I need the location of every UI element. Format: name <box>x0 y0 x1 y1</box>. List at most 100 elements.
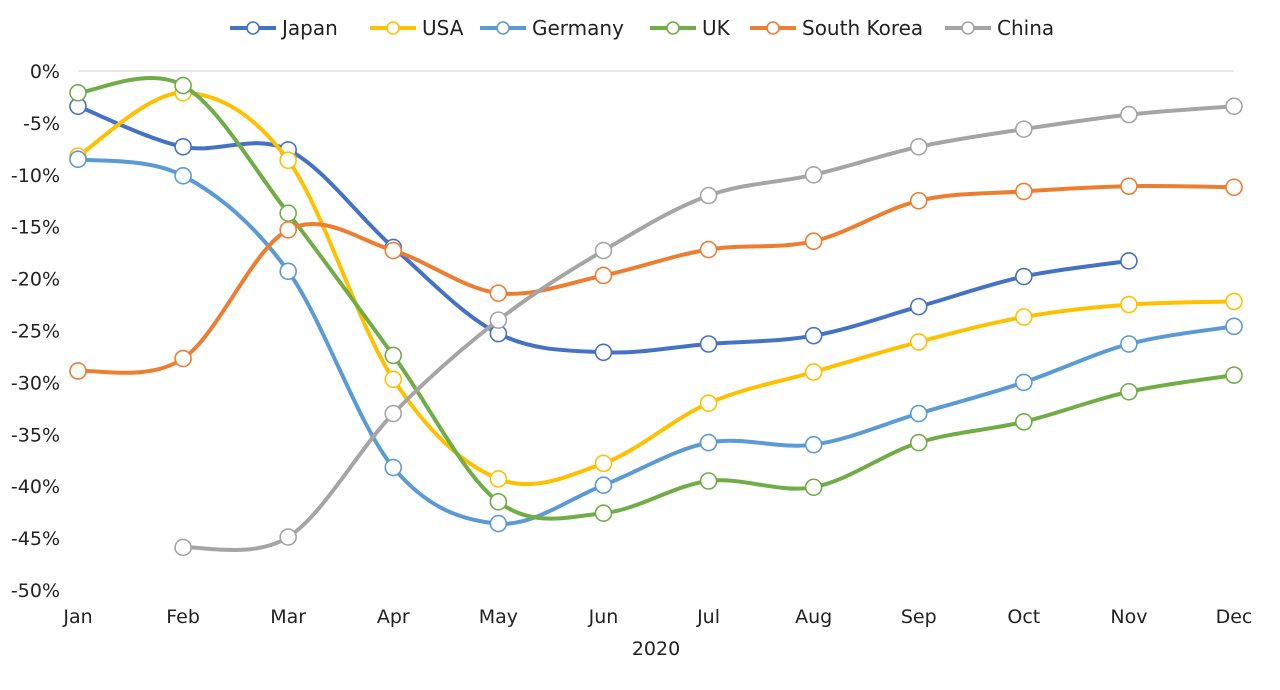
data-point-south-korea <box>384 241 403 260</box>
data-point-germany <box>909 404 928 423</box>
x-tick-label: Jun <box>588 606 619 628</box>
data-point-japan <box>1120 252 1138 270</box>
legend-swatch-marker <box>961 21 975 35</box>
data-point-usa <box>594 454 613 473</box>
y-tick-label: 0% <box>30 61 60 83</box>
legend-item-south-korea: South Korea <box>750 16 923 40</box>
data-point-germany <box>174 167 192 185</box>
data-point-germany <box>69 150 87 169</box>
y-tick-label: -15% <box>11 217 60 239</box>
data-point-germany <box>1015 373 1033 392</box>
y-tick-label: -30% <box>11 372 60 394</box>
data-point-south-korea <box>909 191 928 210</box>
data-point-south-korea <box>489 284 508 302</box>
legend-label: China <box>997 16 1054 40</box>
data-point-usa <box>279 151 297 170</box>
x-tick-label: Jan <box>62 606 92 628</box>
y-tick-label: -40% <box>11 476 60 498</box>
series-germany <box>69 150 1243 533</box>
data-point-germany <box>384 458 403 477</box>
y-axis: 0% -5% -10% -15% -20% -25% -30% -35% -40% -45% -50… <box>11 61 60 602</box>
x-axis-title: 2020 <box>632 638 680 660</box>
data-point-germany <box>1225 317 1243 336</box>
x-tick-label: Aug <box>795 606 832 628</box>
series-usa <box>69 83 1243 488</box>
legend-item-usa: USA <box>370 16 464 40</box>
data-point-usa <box>1225 292 1243 311</box>
x-tick-label: Nov <box>1110 606 1147 628</box>
legend-swatch-marker <box>386 21 400 35</box>
data-point-uk <box>1015 413 1033 431</box>
legend-swatch-marker <box>666 21 680 35</box>
y-tick-label: -50% <box>11 580 60 602</box>
legend: Japan USA Germany UK South Korea China <box>230 16 1054 40</box>
legend-item-japan: Japan <box>230 16 338 40</box>
data-point-usa <box>699 394 718 412</box>
data-point-germany <box>489 514 508 533</box>
series-line-usa <box>76 90 1236 487</box>
data-point-south-korea <box>594 266 613 285</box>
data-point-china <box>804 166 823 184</box>
data-point-germany <box>279 262 297 281</box>
series-line-germany <box>76 157 1236 526</box>
data-point-china <box>594 241 613 260</box>
legend-swatch-marker <box>766 21 780 35</box>
data-point-china <box>909 137 928 156</box>
series-group <box>69 75 1243 557</box>
x-tick-label: May <box>479 606 518 628</box>
data-point-south-korea <box>69 362 87 380</box>
x-tick-label: Sep <box>901 606 937 628</box>
data-point-south-korea <box>1225 178 1243 197</box>
data-point-germany <box>594 476 613 494</box>
legend-item-germany: Germany <box>480 16 624 40</box>
data-point-uk <box>699 472 718 490</box>
x-tick-label: Dec <box>1216 606 1253 628</box>
y-tick-label: -20% <box>11 269 60 291</box>
data-point-uk <box>909 433 928 452</box>
data-point-japan <box>594 343 613 362</box>
x-tick-label: Oct <box>1007 606 1040 628</box>
x-tick-label: Apr <box>377 606 410 628</box>
data-point-usa <box>1120 295 1138 314</box>
data-point-south-korea <box>174 349 192 368</box>
data-point-usa <box>384 370 403 389</box>
x-tick-label: Mar <box>270 606 306 628</box>
data-point-china <box>384 404 403 423</box>
data-point-south-korea <box>699 240 718 259</box>
data-point-china <box>174 538 192 557</box>
data-point-uk <box>384 346 403 365</box>
legend-label: USA <box>422 16 464 40</box>
data-point-uk <box>1225 366 1243 384</box>
legend-swatch-marker <box>496 21 510 35</box>
data-point-china <box>279 528 297 546</box>
data-point-south-korea <box>279 221 297 239</box>
legend-item-uk: UK <box>650 16 731 40</box>
data-point-usa <box>489 470 508 488</box>
x-tick-label: Feb <box>166 606 200 628</box>
data-point-japan <box>1015 267 1033 286</box>
series-china <box>174 97 1243 557</box>
data-point-south-korea <box>1015 182 1033 201</box>
data-point-china <box>1225 97 1243 116</box>
data-point-germany <box>804 435 823 454</box>
data-point-japan <box>909 297 928 316</box>
data-point-uk <box>1120 382 1138 401</box>
data-point-japan <box>699 335 718 353</box>
data-point-south-korea <box>1120 177 1138 196</box>
y-tick-label: -10% <box>11 165 60 187</box>
data-point-japan <box>804 326 823 345</box>
x-axis: Jan Feb Mar Apr May Jun Jul Aug Sep Oct Nov Dec <box>62 606 1252 628</box>
legend-label: Japan <box>280 16 338 40</box>
data-point-uk <box>279 204 297 223</box>
data-point-china <box>699 186 718 205</box>
legend-item-china: China <box>945 16 1054 40</box>
series-line-china <box>181 104 1236 553</box>
legend-swatch-marker <box>246 21 260 35</box>
data-point-usa <box>909 333 928 351</box>
data-point-south-korea <box>804 232 823 251</box>
data-point-germany <box>699 433 718 452</box>
data-point-uk <box>594 504 613 522</box>
data-point-usa <box>804 363 823 381</box>
data-point-uk <box>804 478 823 497</box>
